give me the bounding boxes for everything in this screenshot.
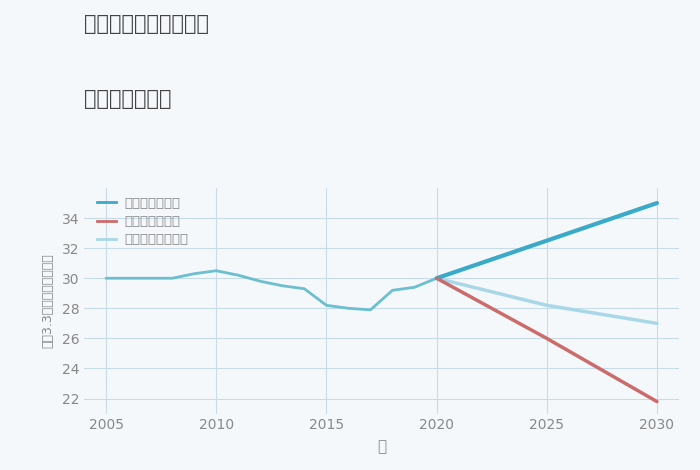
Legend: グッドシナリオ, バッドシナリオ, ノーマルシナリオ: グッドシナリオ, バッドシナリオ, ノーマルシナリオ	[97, 197, 188, 246]
X-axis label: 年: 年	[377, 439, 386, 454]
Y-axis label: 坪（3.3㎡）単価（万円）: 坪（3.3㎡）単価（万円）	[41, 253, 55, 348]
Text: 土地の価格推移: 土地の価格推移	[84, 89, 172, 110]
Text: 愛知県碧南市鴻島町の: 愛知県碧南市鴻島町の	[84, 14, 209, 34]
